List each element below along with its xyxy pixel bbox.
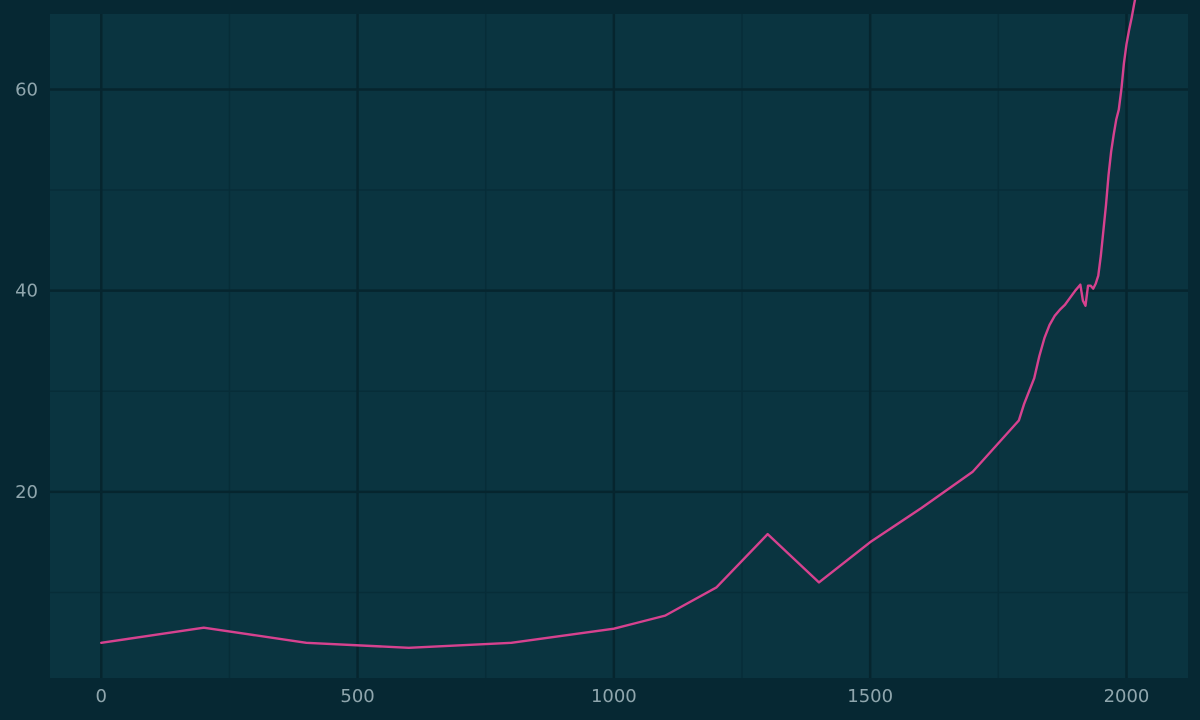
x-tick-label: 0	[96, 686, 107, 707]
y-tick-label: 20	[15, 482, 38, 503]
series-layer	[100, 0, 1137, 650]
x-tick-label: 1500	[847, 686, 893, 707]
grid	[50, 14, 1188, 678]
y-tick-label: 60	[15, 79, 38, 100]
x-axis-ticks: 0 500 1000 1500 2000	[96, 686, 1150, 707]
y-tick-label: 40	[15, 281, 38, 302]
series-line-0	[100, 0, 1137, 650]
x-tick-label: 500	[340, 686, 374, 707]
plot-area	[50, 14, 1188, 678]
x-tick-label: 1000	[591, 686, 637, 707]
x-tick-label: 2000	[1104, 686, 1150, 707]
y-axis-ticks: 20 40 60	[15, 79, 38, 502]
